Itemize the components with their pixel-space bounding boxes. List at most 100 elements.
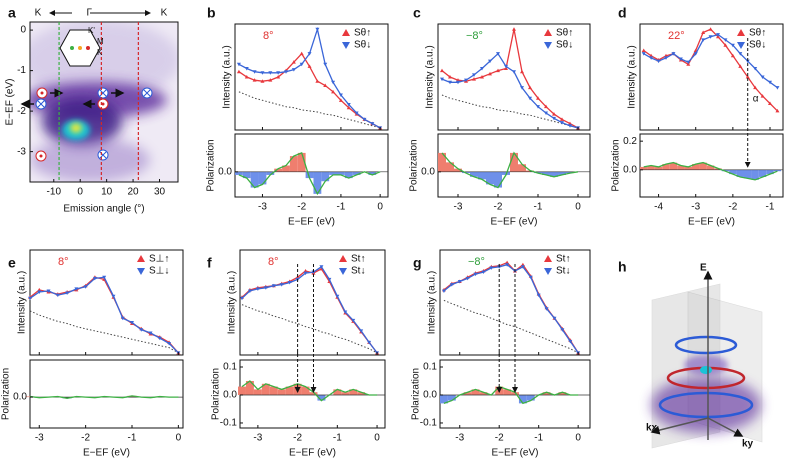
polarization-bar [744,169,752,179]
polarization-bar [274,168,283,172]
legend-label: St↑ [351,254,365,265]
x-tick-label: -3 [35,433,44,444]
spectrum-marker [362,117,367,122]
spectrum-marker [723,38,728,42]
y-axis-label: Intensity (a.u.) [425,45,436,108]
spectrum-marker [552,112,556,116]
axis-label: ky [742,439,754,450]
spectrum-marker [489,266,494,270]
angle-label: 22° [668,30,685,42]
spectrum-marker [544,104,548,109]
spectrum-marker [346,103,351,107]
inset-label: K [97,48,103,57]
spectrum-marker [111,294,116,299]
direction-label: Γ [86,8,92,19]
spectrum-marker [92,276,97,281]
spectrum-marker [139,328,144,332]
spectrum-marker [449,283,454,287]
plot-frame [437,23,591,131]
polarization-bar [357,392,366,395]
y-axis-label: Polarization [411,368,422,420]
spectrum-marker [148,331,153,335]
spectrum-marker [568,339,573,344]
spectrum-marker [465,276,470,281]
x-tick-label: -3 [691,202,700,213]
spectrum-line [443,263,579,354]
spectrum-marker [656,59,661,64]
direction-label: K [35,8,42,19]
spectrum-marker [268,78,273,82]
x-axis-label: E−EF (eV) [492,448,539,459]
y-axis-label: E−EF (eV) [5,79,16,126]
polarization-bar [510,152,518,172]
spectrum-marker [457,280,462,284]
polarization-bar [344,171,353,179]
spectrum-marker [260,79,265,83]
spectrum-marker [552,116,556,121]
spectrum-marker [157,336,162,341]
y-tick-label: 0.1 [423,362,437,373]
x-tick-label: -2 [293,433,302,444]
spectrum-marker [686,60,691,65]
polarization-bar [558,392,567,395]
legend-label: Sθ↑ [556,28,573,39]
x-tick-label: -1 [333,433,342,444]
spectrum-marker [753,67,758,71]
background-curve [441,94,579,129]
spectrum-marker [37,290,42,294]
spectrum-marker [370,122,375,126]
spectrum-marker [354,111,359,116]
spectrum-marker [708,27,713,31]
x-tick-label: -1 [766,202,775,213]
spectrum-marker [723,43,728,47]
polarization-bar [566,171,574,174]
spectrum-marker [315,79,320,83]
x-tick-label: -1 [336,202,345,213]
polarization-bar [245,380,254,395]
spectrum-marker [338,93,343,98]
spectrum-line [29,276,179,354]
polarization-bar [558,171,566,175]
x-tick-label: 30 [154,187,166,198]
plot-frame [639,23,784,131]
polarization-bar [285,386,294,395]
spectrum-line [241,265,378,354]
polarization-bar [526,394,535,401]
y-axis-label: Polarization [409,139,420,191]
spectrum-marker [775,86,780,90]
spectrum-marker [102,275,107,280]
x-axis-label: E−EF (eV) [688,217,735,228]
spectrum-marker [528,96,532,101]
spectrum-marker [775,108,780,113]
polarization-bar [494,171,502,188]
spectrum-marker [536,293,541,298]
polarization-bar [706,165,715,170]
legend-label: St↑ [556,254,570,265]
spectrum-marker [303,271,308,276]
polarization-bar [766,169,774,175]
polarization-bar [282,165,290,172]
spectrum-marker [701,30,706,34]
polarization-bar [471,389,480,395]
plot-frame [29,21,179,183]
spectrum-marker [331,80,336,85]
spectrum-marker [568,124,572,128]
polarization-bar [277,389,286,395]
panel-label: a [8,5,16,21]
spectrum-line [241,268,378,354]
x-axis-label: E−EF (eV) [288,217,335,228]
y-tick-label: 0.0 [218,166,232,177]
polarization-bar [261,383,270,395]
panel-label: b [207,5,216,21]
spectrum-marker [536,96,540,100]
spectrum-marker [167,341,172,346]
spectrum-marker [83,285,88,289]
polarization-bar [662,164,670,170]
x-tick-label: -2 [494,202,503,213]
plot-frame [639,133,784,198]
y-tick-label: 0.2 [623,136,637,147]
polarization-bar [669,162,678,170]
spectrum-marker [276,75,281,79]
spectrum-marker [315,27,320,32]
polarization-bar [352,171,361,175]
